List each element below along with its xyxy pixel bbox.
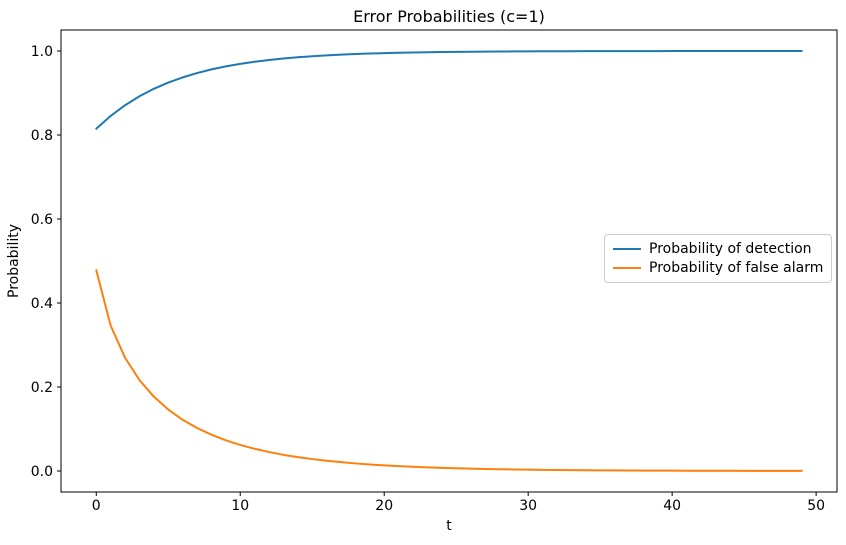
series-line-0 — [95, 50, 803, 130]
x-tick-label: 50 — [807, 498, 825, 514]
legend-label-false-alarm: Probability of false alarm — [649, 260, 824, 277]
series-line-1 — [95, 269, 803, 472]
legend: Probability of detection Probability of … — [604, 234, 832, 283]
axes-spines — [60, 29, 838, 493]
x-tick-label: 40 — [663, 498, 681, 514]
y-tick-label: 0.8 — [31, 128, 53, 144]
y-tick-label: 1.0 — [31, 44, 53, 60]
legend-entry-false-alarm: Probability of false alarm — [613, 260, 823, 276]
y-tick-label: 0.2 — [31, 380, 53, 396]
x-tick-label: 20 — [375, 498, 393, 514]
y-tick-label: 0.4 — [31, 296, 53, 312]
y-axis-label: Probability — [6, 224, 22, 298]
legend-line-sample-false-alarm — [613, 267, 641, 270]
x-tick-label: 0 — [92, 498, 101, 514]
x-tick-label: 30 — [519, 498, 537, 514]
y-tick-label: 0.0 — [31, 464, 53, 480]
y-tick-label: 0.6 — [31, 212, 53, 228]
legend-entry-detection: Probability of detection — [613, 241, 823, 257]
legend-line-sample-detection — [613, 247, 641, 250]
chart-title: Error Probabilities (c=1) — [353, 7, 545, 26]
legend-label-detection: Probability of detection — [649, 240, 812, 257]
plot-area: 0 10 20 30 40 50 0.0 0.2 0.4 0.6 0.8 1.0 — [31, 29, 838, 514]
x-axis-label: t — [446, 518, 452, 534]
x-tick-label: 10 — [231, 498, 249, 514]
